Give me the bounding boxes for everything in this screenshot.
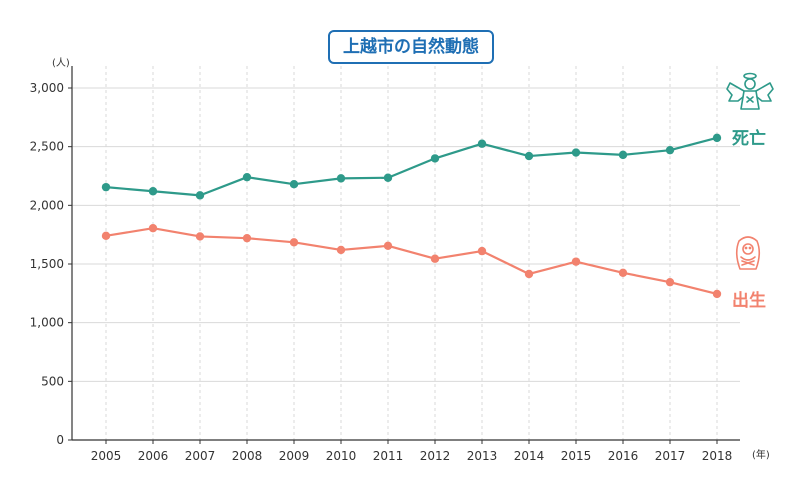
data-point-death <box>242 172 252 182</box>
y-tick-label: 2,500 <box>30 140 64 154</box>
data-point-birth <box>148 224 158 233</box>
x-tick-label: 2012 <box>420 449 451 463</box>
data-point-death <box>148 187 158 196</box>
data-point-birth <box>101 231 111 241</box>
x-tick-label: 2009 <box>279 449 310 463</box>
x-tick-label: 2010 <box>326 449 357 463</box>
data-point-birth <box>618 268 628 277</box>
x-tick-label: 2015 <box>561 449 592 463</box>
data-point-birth <box>289 238 299 247</box>
data-point-death <box>289 180 299 189</box>
data-point-birth <box>477 246 487 256</box>
data-point-death <box>571 148 581 157</box>
baby-icon <box>735 236 761 270</box>
data-point-death <box>336 174 346 183</box>
x-tick-label: 2013 <box>467 449 498 463</box>
data-point-death <box>383 173 393 182</box>
series-line-death <box>105 136 718 197</box>
data-point-death <box>665 145 675 155</box>
legend-death-label: 死亡 <box>732 129 766 149</box>
legend-birth-label: 出生 <box>732 291 766 311</box>
chart-title: 上越市の自然動態 <box>328 30 494 64</box>
y-tick-label: 2,000 <box>30 198 64 212</box>
data-point-death <box>524 151 534 161</box>
data-point-death <box>101 182 111 192</box>
x-tick-label: 2006 <box>138 449 169 463</box>
x-tick-label: 2008 <box>232 449 263 463</box>
data-point-birth <box>242 233 252 243</box>
y-tick-label: 1,000 <box>30 316 64 330</box>
y-tick-label: 3,000 <box>30 81 64 95</box>
data-point-death <box>618 150 628 160</box>
series <box>101 133 722 299</box>
data-point-death <box>195 191 205 200</box>
data-point-birth <box>383 241 393 251</box>
x-tick-label: 2014 <box>514 449 545 463</box>
data-point-birth <box>524 269 534 279</box>
y-tick-label: 1,500 <box>30 257 64 271</box>
x-unit-label: (年) <box>752 450 770 461</box>
data-point-birth <box>336 245 346 255</box>
x-tick-label: 2011 <box>373 449 404 463</box>
grid <box>72 66 740 440</box>
data-point-birth <box>665 277 675 287</box>
data-point-death <box>430 154 440 163</box>
axes: 0 500 1,000 1,500 2,000 2,500 3,000 2005 2006 200… <box>30 66 740 463</box>
y-tick-label: 0 <box>56 433 64 447</box>
y-tick-label: 500 <box>41 374 64 388</box>
y-unit-label: (人) <box>52 58 70 69</box>
data-point-birth <box>712 289 722 299</box>
data-point-death <box>712 133 722 143</box>
data-point-birth <box>571 257 581 266</box>
angel-icon <box>726 72 774 110</box>
data-point-birth <box>195 232 205 241</box>
series-line-birth <box>105 227 718 295</box>
x-tick-label: 2005 <box>91 449 122 463</box>
data-point-birth <box>430 254 440 263</box>
x-tick-label: 2007 <box>185 449 216 463</box>
x-tick-label: 2017 <box>655 449 686 463</box>
data-point-death <box>477 139 487 148</box>
x-tick-label: 2018 <box>702 449 733 463</box>
x-tick-label: 2016 <box>608 449 639 463</box>
